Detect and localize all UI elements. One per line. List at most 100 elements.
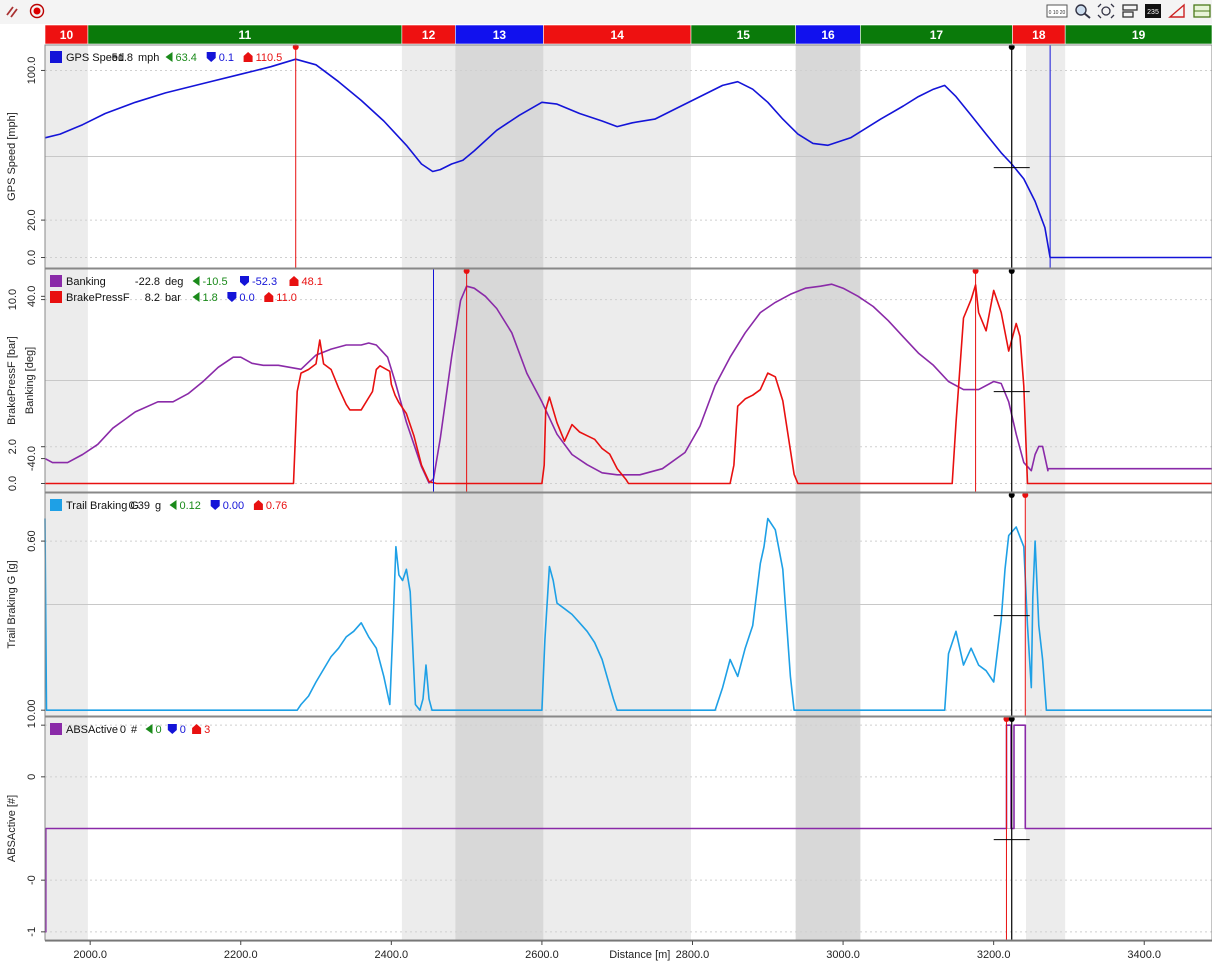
legend-value: 8.2 <box>145 292 160 304</box>
counter-icon[interactable]: 235 <box>1145 3 1161 19</box>
x-tick-label: 2800.0 <box>676 949 710 961</box>
legend-max: 110.5 <box>256 52 283 64</box>
min-arrow-icon <box>145 724 153 734</box>
legend-name: ABSActive <box>66 724 118 736</box>
segment-label: 18 <box>1032 28 1046 42</box>
y-tick-label: -0 <box>26 875 38 885</box>
y-tick-label: 0.60 <box>26 530 38 551</box>
y-axis-title: Trail Braking G [g] <box>6 560 18 648</box>
legend-unit: mph <box>138 52 159 64</box>
legend-swatch <box>50 291 62 303</box>
legend-max: 48.1 <box>302 276 323 288</box>
min-arrow-icon <box>192 292 200 302</box>
legend-name: BrakePressF <box>66 292 130 304</box>
legend-unit: deg <box>165 276 183 288</box>
legend-avg: 0.1 <box>219 52 234 64</box>
zoom-fit-icon[interactable] <box>1097 3 1115 19</box>
legend-value: 0.39 <box>129 500 150 512</box>
legend-min: 0.12 <box>180 500 201 512</box>
segment-label: 16 <box>821 28 835 42</box>
panel-frame <box>44 716 1212 941</box>
series-line-absactive <box>45 724 1212 933</box>
min-arrow-icon <box>165 52 173 62</box>
numeric-display-icon[interactable]: 0 10 20 <box>1046 3 1068 19</box>
ruler-icon[interactable] <box>1168 3 1186 19</box>
max-shield-icon <box>192 724 202 734</box>
x-tick-label: 2400.0 <box>375 949 409 961</box>
pen-tool-icon[interactable] <box>5 3 21 19</box>
legend-avg: 0.0 <box>239 292 254 304</box>
legend-entry: ABSActive 0 #0 0 3 <box>50 723 210 736</box>
x-tick-label: 2200.0 <box>224 949 258 961</box>
legend-min: 1.8 <box>203 292 218 304</box>
x-tick-label: 2600.0 <box>525 949 559 961</box>
segment-label: 13 <box>493 28 507 42</box>
legend-min: 63.4 <box>176 52 197 64</box>
y-tick-label: 0.00 <box>26 699 38 720</box>
y-tick-label: 2.0 <box>7 439 19 454</box>
legend-entry: BrakePressF 8.2 bar 1.8 0.0 11.0 <box>50 291 297 304</box>
legend-swatch <box>50 723 62 735</box>
panel-frame <box>44 268 1212 493</box>
legend-min: -10.5 <box>203 276 228 288</box>
legend-avg: -52.3 <box>252 276 277 288</box>
legend-value: 51.8 <box>112 52 133 64</box>
layout-icon[interactable] <box>1121 3 1139 19</box>
min-arrow-icon <box>169 500 177 510</box>
legend-value: -22.8 <box>135 276 160 288</box>
series-line-brakepressf <box>45 284 1212 485</box>
legend-min: 0 <box>156 724 162 736</box>
max-shield-icon <box>289 276 299 286</box>
series-lines <box>44 58 1212 933</box>
record-icon[interactable] <box>29 3 45 19</box>
x-tick-label: 3200.0 <box>977 949 1011 961</box>
x-axis: 2000.0 2200.0 2400.0 2600.0 2800.0 3000.0 3200… <box>45 940 1212 961</box>
panel-frame <box>44 44 1212 269</box>
y-tick-label: 20.0 <box>26 209 38 230</box>
numeric-display-value: 0 10 20 <box>1049 10 1066 16</box>
legend-max: 3 <box>204 724 210 736</box>
y-tick-label: 100.0 <box>26 57 38 85</box>
legend-avg: 0 <box>180 724 186 736</box>
legend-unit: bar <box>165 292 181 304</box>
max-shield-icon <box>264 292 274 302</box>
y-tick-label: 0.0 <box>26 250 38 265</box>
panel-frame <box>44 492 1212 717</box>
x-tick-label: 2000.0 <box>73 949 107 961</box>
segment-label: 17 <box>930 28 944 42</box>
y-tick-label: -1 <box>26 927 38 937</box>
series-line-banking <box>44 283 1212 484</box>
segment-label: 15 <box>737 28 751 42</box>
segment-label: 14 <box>611 28 625 42</box>
legend-unit: g <box>155 500 161 512</box>
legend-unit: # <box>131 724 138 736</box>
legend-name: Banking <box>66 276 106 288</box>
legend-swatch <box>50 51 62 63</box>
segment-bar: 10 11 12 13 14 15 16 17 18 19 <box>44 24 1212 45</box>
panel-icon[interactable] <box>1193 3 1211 19</box>
segment-label: 10 <box>60 28 74 42</box>
y-axis-title: GPS Speed [mph] <box>6 112 18 201</box>
y-axis-title: BrakePressF [bar] <box>6 336 18 425</box>
max-shield-icon <box>243 52 253 62</box>
avg-shield-icon <box>167 724 177 734</box>
y-tick-label: 1 <box>26 722 38 728</box>
x-tick-label: 3400.0 <box>1127 949 1161 961</box>
segment-label: 12 <box>422 28 436 42</box>
segment-label: 19 <box>1132 28 1146 42</box>
y-tick-label: 40.0 <box>26 286 38 307</box>
panel-frames <box>44 44 1212 941</box>
toolbar: 0 10 20 235 <box>0 0 1212 24</box>
avg-shield-icon <box>240 276 249 286</box>
legend-name: Trail Braking G <box>66 500 139 512</box>
y-axes: GPS Speed [mph] 0.0 20.0 100.0 BrakePressF [… <box>6 57 45 937</box>
zoom-icon[interactable] <box>1074 3 1092 19</box>
series-line-gps-speed <box>44 58 1212 259</box>
legend-max: 0.76 <box>266 500 287 512</box>
avg-shield-icon <box>210 500 220 510</box>
max-shield-icon <box>253 500 263 510</box>
segment-label: 11 <box>239 28 252 42</box>
x-axis-title: Distance [m] <box>609 949 670 961</box>
